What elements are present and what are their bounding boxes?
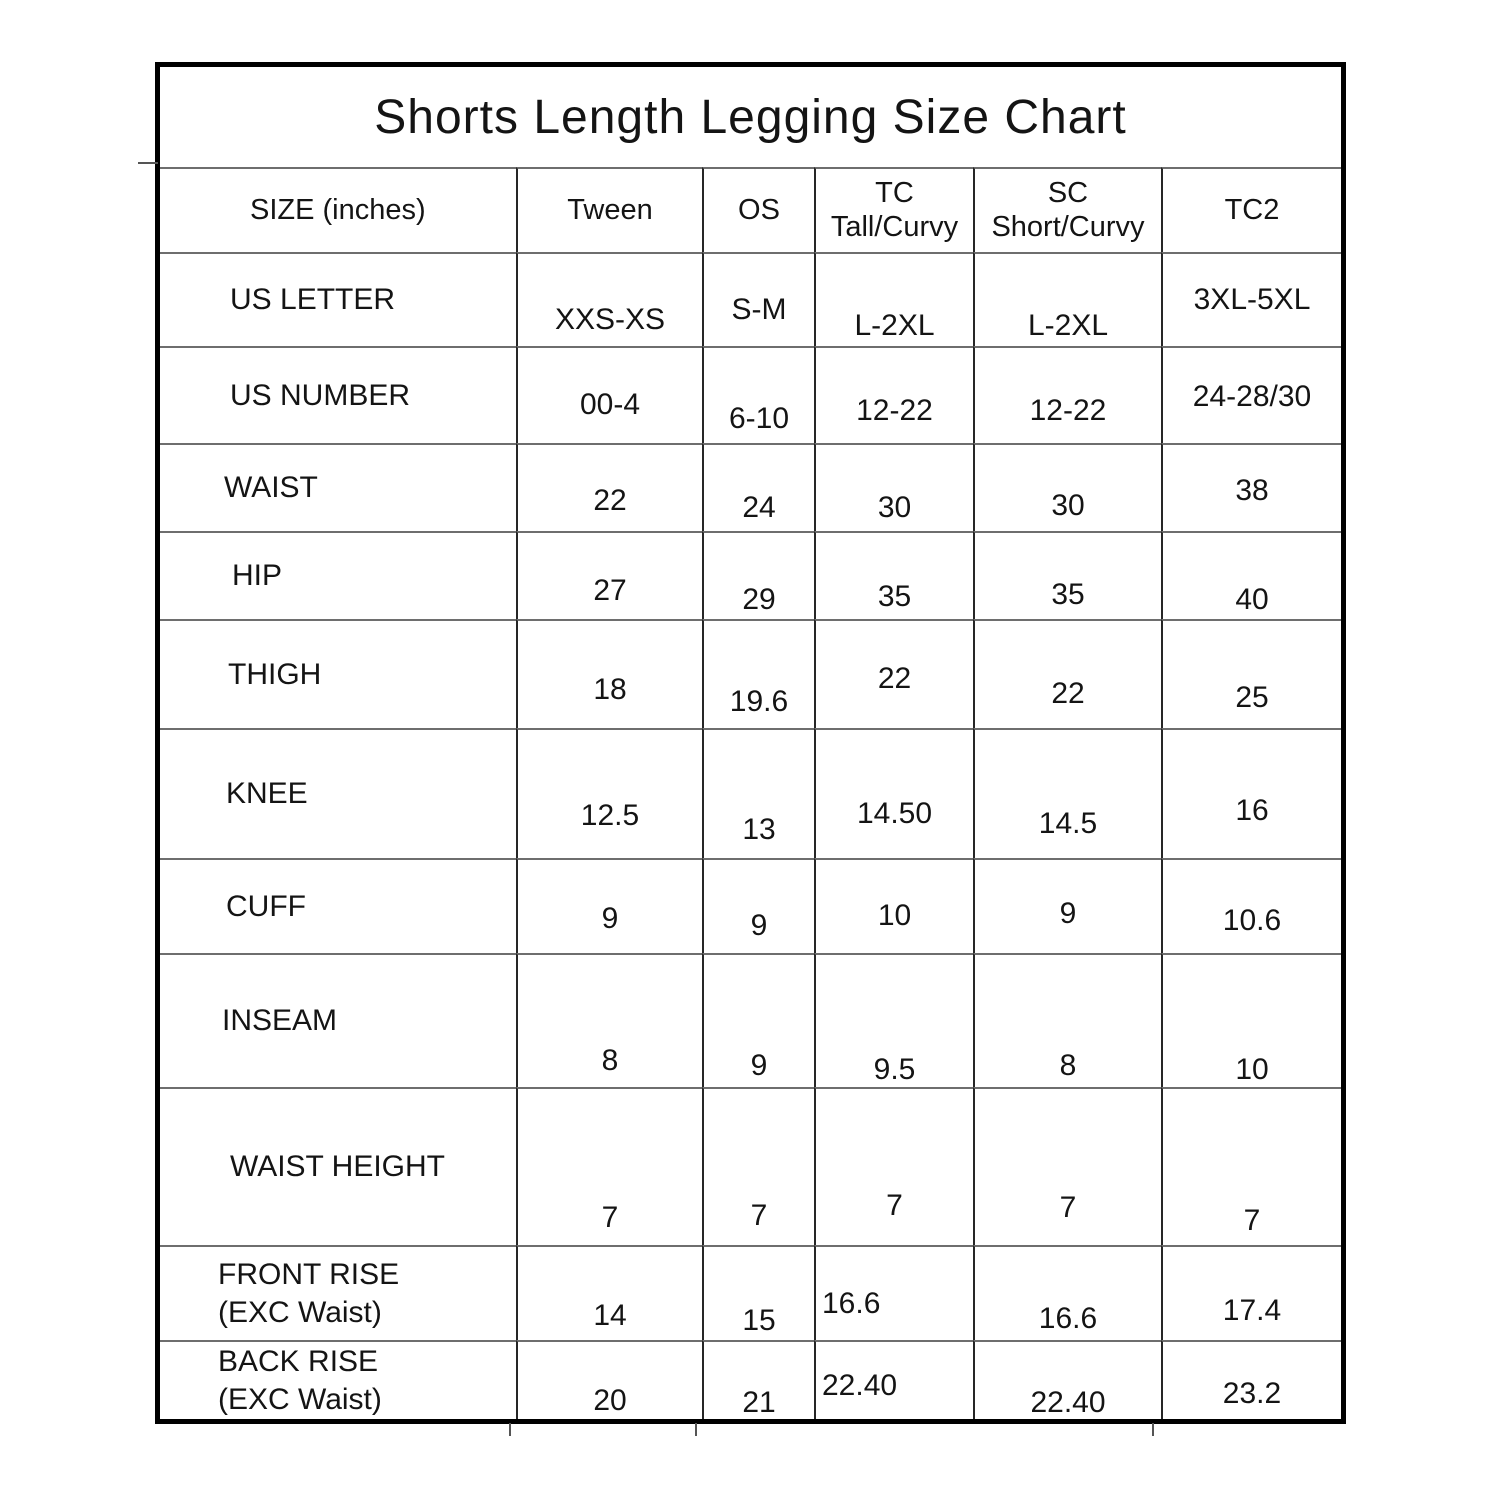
cell-back-rise-sc: 22.40 — [973, 1340, 1161, 1419]
cell-front-rise-sc: 16.6 — [973, 1245, 1161, 1340]
cell-waist-height-sc: 7 — [973, 1087, 1161, 1245]
cell-cuff-os: 9 — [702, 858, 814, 953]
cell-cuff-tc: 10 — [814, 858, 973, 953]
cell-hip-tween: 27 — [516, 531, 702, 619]
row-label-waist: WAIST — [160, 443, 516, 531]
cell-thigh-os: 19.6 — [702, 619, 814, 728]
cell-knee-sc: 14.5 — [973, 728, 1161, 858]
cell-waist-os: 24 — [702, 443, 814, 531]
header-cell-os: OS — [702, 167, 814, 252]
size-chart-table: Shorts Length Legging Size Chart SIZE (i… — [138, 62, 1346, 1436]
cell-us-number-tween: 00-4 — [516, 346, 702, 443]
cell-back-rise-tc2: 23.2 — [1161, 1340, 1341, 1419]
cell-waist-height-tc2: 7 — [1161, 1087, 1341, 1245]
cell-waist-tc2: 38 — [1161, 443, 1341, 531]
row-label-front-rise: FRONT RISE (EXC Waist) — [160, 1245, 516, 1340]
cell-thigh-sc: 22 — [973, 619, 1161, 728]
cell-us-number-os: 6-10 — [702, 346, 814, 443]
row-label-hip: HIP — [160, 531, 516, 619]
cell-waist-tc: 30 — [814, 443, 973, 531]
cell-us-number-tc: 12-22 — [814, 346, 973, 443]
cell-inseam-tween: 8 — [516, 953, 702, 1087]
cell-front-rise-tween: 14 — [516, 1245, 702, 1340]
cell-knee-tc2: 16 — [1161, 728, 1341, 858]
page-title: Shorts Length Legging Size Chart — [374, 90, 1127, 144]
grid-line-stub-1 — [509, 1423, 511, 1436]
row-label-inseam: INSEAM — [160, 953, 516, 1087]
cell-inseam-tc2: 10 — [1161, 953, 1341, 1087]
cell-knee-tc: 14.50 — [814, 728, 973, 858]
cell-front-rise-tc2: 17.4 — [1161, 1245, 1341, 1340]
row-label-thigh: THIGH — [160, 619, 516, 728]
cell-hip-tc2: 40 — [1161, 531, 1341, 619]
header-cell-tc: TC Tall/Curvy — [814, 167, 973, 252]
grid-line-stub-2 — [695, 1423, 697, 1436]
cell-us-letter-os: S-M — [702, 252, 814, 346]
cell-cuff-tc2: 10.6 — [1161, 858, 1341, 953]
cell-inseam-sc: 8 — [973, 953, 1161, 1087]
row-label-back-rise: BACK RISE (EXC Waist) — [160, 1340, 516, 1419]
cell-front-rise-os: 15 — [702, 1245, 814, 1340]
cell-thigh-tc2: 25 — [1161, 619, 1341, 728]
cell-front-rise-tc: 16.6 — [814, 1245, 973, 1340]
header-cell-size: SIZE (inches) — [160, 167, 516, 252]
row-label-knee: KNEE — [160, 728, 516, 858]
cell-cuff-sc: 9 — [973, 858, 1161, 953]
header-cell-tc2: TC2 — [1161, 167, 1341, 252]
cell-hip-os: 29 — [702, 531, 814, 619]
cell-back-rise-tc: 22.40 — [814, 1340, 973, 1419]
cell-us-letter-tc2: 3XL-5XL — [1161, 252, 1341, 346]
cell-us-number-tc2: 24-28/30 — [1161, 346, 1341, 443]
row-label-waist-height: WAIST HEIGHT — [160, 1087, 516, 1245]
cell-us-letter-tc: L-2XL — [814, 252, 973, 346]
grid-line-stub-3 — [1152, 1423, 1154, 1436]
cell-knee-tween: 12.5 — [516, 728, 702, 858]
cell-waist-height-tween: 7 — [516, 1087, 702, 1245]
grid-line-overhang — [138, 162, 158, 164]
cell-hip-sc: 35 — [973, 531, 1161, 619]
cell-us-letter-tween: XXS-XS — [516, 252, 702, 346]
cell-inseam-tc: 9.5 — [814, 953, 973, 1087]
cell-knee-os: 13 — [702, 728, 814, 858]
cell-us-number-sc: 12-22 — [973, 346, 1161, 443]
cell-waist-height-tc: 7 — [814, 1087, 973, 1245]
cell-thigh-tc: 22 — [814, 619, 973, 728]
cell-inseam-os: 9 — [702, 953, 814, 1087]
cell-waist-height-os: 7 — [702, 1087, 814, 1245]
cell-back-rise-os: 21 — [702, 1340, 814, 1419]
header-cell-sc: SC Short/Curvy — [973, 167, 1161, 252]
cell-waist-tween: 22 — [516, 443, 702, 531]
cell-thigh-tween: 18 — [516, 619, 702, 728]
cell-waist-sc: 30 — [973, 443, 1161, 531]
cell-hip-tc: 35 — [814, 531, 973, 619]
cell-back-rise-tween: 20 — [516, 1340, 702, 1419]
cell-cuff-tween: 9 — [516, 858, 702, 953]
row-label-us-letter: US LETTER — [160, 252, 516, 346]
row-label-us-number: US NUMBER — [160, 346, 516, 443]
header-cell-tween: Tween — [516, 167, 702, 252]
row-label-cuff: CUFF — [160, 858, 516, 953]
cell-us-letter-sc: L-2XL — [973, 252, 1161, 346]
